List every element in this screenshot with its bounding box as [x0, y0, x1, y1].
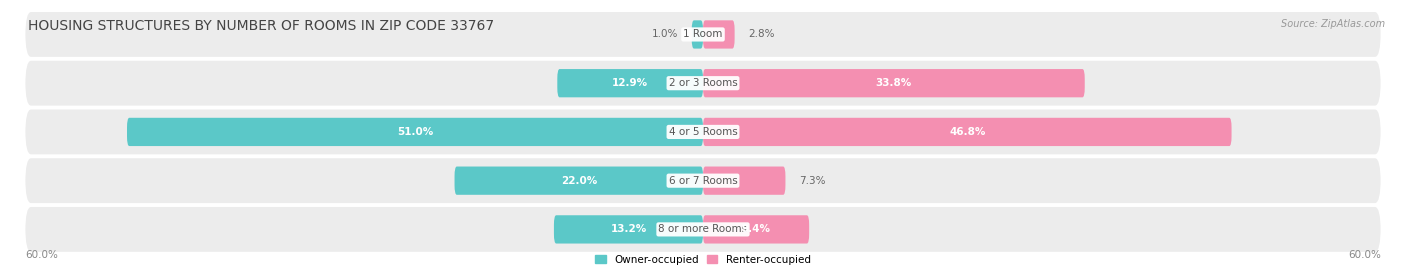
FancyBboxPatch shape	[703, 20, 734, 49]
FancyBboxPatch shape	[25, 207, 1381, 252]
Text: 6 or 7 Rooms: 6 or 7 Rooms	[669, 176, 737, 186]
Text: 60.0%: 60.0%	[1348, 250, 1381, 260]
Text: 46.8%: 46.8%	[949, 127, 986, 137]
Text: 33.8%: 33.8%	[876, 78, 912, 88]
FancyBboxPatch shape	[454, 167, 703, 195]
FancyBboxPatch shape	[25, 61, 1381, 106]
FancyBboxPatch shape	[703, 167, 786, 195]
Text: 22.0%: 22.0%	[561, 176, 598, 186]
FancyBboxPatch shape	[25, 109, 1381, 154]
Text: 1.0%: 1.0%	[652, 30, 678, 40]
FancyBboxPatch shape	[127, 118, 703, 146]
FancyBboxPatch shape	[554, 215, 703, 243]
Text: 4 or 5 Rooms: 4 or 5 Rooms	[669, 127, 737, 137]
Text: 60.0%: 60.0%	[25, 250, 58, 260]
Text: 8 or more Rooms: 8 or more Rooms	[658, 224, 748, 234]
Text: 2.8%: 2.8%	[748, 30, 775, 40]
Legend: Owner-occupied, Renter-occupied: Owner-occupied, Renter-occupied	[591, 250, 815, 269]
FancyBboxPatch shape	[25, 12, 1381, 57]
FancyBboxPatch shape	[703, 69, 1085, 97]
FancyBboxPatch shape	[557, 69, 703, 97]
FancyBboxPatch shape	[25, 158, 1381, 203]
Text: 9.4%: 9.4%	[741, 224, 770, 234]
FancyBboxPatch shape	[692, 20, 703, 49]
Text: 51.0%: 51.0%	[396, 127, 433, 137]
Text: 7.3%: 7.3%	[799, 176, 825, 186]
Text: Source: ZipAtlas.com: Source: ZipAtlas.com	[1281, 19, 1385, 29]
Text: 12.9%: 12.9%	[612, 78, 648, 88]
Text: 1 Room: 1 Room	[683, 30, 723, 40]
FancyBboxPatch shape	[703, 118, 1232, 146]
Text: 2 or 3 Rooms: 2 or 3 Rooms	[669, 78, 737, 88]
Text: HOUSING STRUCTURES BY NUMBER OF ROOMS IN ZIP CODE 33767: HOUSING STRUCTURES BY NUMBER OF ROOMS IN…	[28, 19, 495, 33]
FancyBboxPatch shape	[703, 215, 810, 243]
Text: 13.2%: 13.2%	[610, 224, 647, 234]
